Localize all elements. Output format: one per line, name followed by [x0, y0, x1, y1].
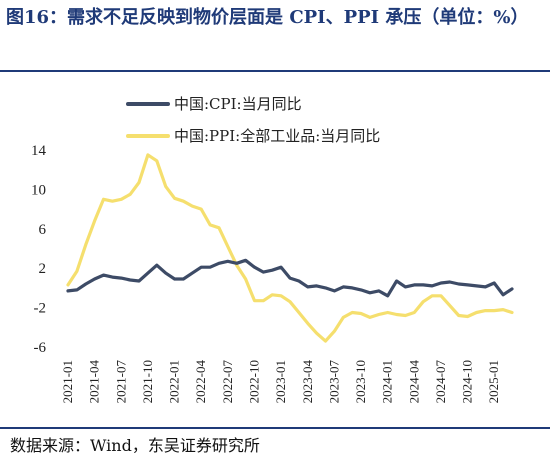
x-tick-label: 2022-07 [220, 360, 235, 404]
series-layer [66, 153, 514, 343]
y-tick-label: -2 [34, 301, 47, 317]
legend-label-ppi: 中国:PPI:全部工业品:当月同比 [174, 127, 380, 145]
x-tick-label: 2024-04 [406, 360, 421, 404]
x-tick-label: 2024-07 [433, 360, 448, 404]
y-tick-label: 10 [31, 182, 46, 198]
y-tick-label: -6 [34, 340, 47, 356]
x-tick-label: 2022-01 [167, 360, 182, 403]
x-tick-label: 2025-01 [486, 360, 501, 403]
y-tick-label: 14 [31, 143, 47, 159]
y-tick-label: 6 [39, 222, 47, 238]
source-note: 数据来源：Wind，东吴证券研究所 [10, 436, 260, 455]
x-tick-label: 2021-04 [87, 360, 102, 404]
x-tick-label: 2021-01 [60, 360, 75, 403]
source-divider [0, 427, 550, 429]
x-tick-label: 2023-04 [300, 360, 315, 404]
cpi-series-line [66, 258, 514, 298]
x-tick-label: 2021-07 [113, 360, 128, 404]
x-axis: 2021-01 2021-04 2021-07 2021-10 2022-01 2022-… [60, 360, 501, 404]
x-tick-label: 2024-01 [380, 360, 395, 403]
title-divider [0, 70, 550, 72]
legend-label-cpi: 中国:CPI:当月同比 [174, 95, 302, 113]
chart-title: 图16：需求不足反映到物价层面是 CPI、PPI 承压（单位：%） [6, 7, 529, 28]
y-axis: -6 -2 2 6 10 14 [31, 143, 47, 356]
y-tick-label: 2 [39, 261, 47, 277]
x-tick-label: 2023-07 [326, 360, 341, 404]
x-tick-label: 2022-10 [246, 360, 261, 403]
x-tick-label: 2022-04 [193, 360, 208, 404]
x-tick-label: 2024-10 [460, 360, 475, 403]
x-tick-label: 2023-10 [353, 360, 368, 403]
x-tick-label: 2023-01 [273, 360, 288, 403]
ppi-series-line [66, 153, 514, 343]
x-tick-label: 2021-10 [140, 360, 155, 403]
